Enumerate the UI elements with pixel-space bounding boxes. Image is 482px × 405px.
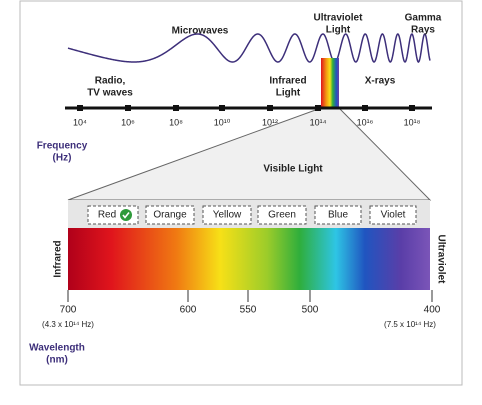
color-button[interactable]: Violet	[369, 205, 417, 225]
tick-label: 10¹⁴	[310, 117, 327, 127]
axis-label: Frequency	[37, 141, 88, 152]
axis-label: (nm)	[46, 355, 68, 366]
button-box	[202, 205, 252, 225]
label: X-rays	[365, 76, 396, 87]
button-label: Violet	[381, 210, 406, 221]
button-label: Green	[268, 210, 296, 221]
button-box	[257, 205, 307, 225]
side-label: Ultraviolet	[435, 235, 446, 285]
label: Ultraviolet	[314, 13, 364, 24]
tick-dot	[173, 105, 179, 111]
tick-label: 10¹⁰	[214, 117, 231, 127]
tick-label: 10⁸	[169, 117, 183, 127]
axis-label: (Hz)	[53, 153, 72, 164]
check-mark	[122, 212, 130, 219]
button-label: Yellow	[213, 210, 242, 221]
tick-label: 10¹⁶	[357, 117, 374, 127]
note: (4.3 x 10¹⁴ Hz)	[42, 320, 94, 329]
label: Light	[326, 25, 351, 36]
tick-dot	[315, 105, 321, 111]
visible-strip	[321, 58, 339, 108]
color-button[interactable]: Yellow	[202, 205, 252, 225]
tick-dot	[219, 105, 225, 111]
button-box	[369, 205, 417, 225]
label: Infrared	[269, 76, 306, 87]
generated: 10⁴ 10⁶ 10⁸ 10¹⁰ 10¹² 10¹⁴ 10¹⁶ 10¹⁸ Red Orange Ye…	[60, 105, 441, 316]
button-box	[314, 205, 362, 225]
side-label: Infrared	[53, 240, 64, 277]
button-label: Blue	[328, 210, 348, 221]
tick-label: 10⁴	[73, 117, 87, 127]
note: (7.5 x 10¹⁴ Hz)	[384, 320, 436, 329]
tick-dot	[267, 105, 273, 111]
color-button[interactable]: Orange	[145, 205, 195, 225]
axis-label: Wavelength	[29, 343, 85, 354]
label: Gamma	[405, 13, 442, 24]
tick-label: 10¹²	[262, 117, 278, 127]
label: Microwaves	[172, 26, 229, 37]
tick-label: 10⁶	[121, 117, 135, 127]
tick-label: 550	[240, 305, 257, 316]
color-button[interactable]: Blue	[314, 205, 362, 225]
wave	[67, 33, 431, 63]
visible-title: Visible Light	[263, 164, 323, 175]
button-label: Orange	[153, 210, 187, 221]
tick-label: 700	[60, 305, 77, 316]
color-button[interactable]: Green	[257, 205, 307, 225]
label: Rays	[411, 25, 435, 36]
spectrum	[68, 228, 430, 290]
label: TV waves	[87, 88, 133, 99]
color-button[interactable]: Red	[87, 205, 139, 225]
label: Light	[276, 88, 301, 99]
button-label: Red	[98, 210, 116, 221]
tick-dot	[362, 105, 368, 111]
tick-dot	[125, 105, 131, 111]
tick-label: 400	[424, 305, 441, 316]
button-box	[145, 205, 195, 225]
tick-dot	[409, 105, 415, 111]
tick-label: 500	[302, 305, 319, 316]
tick-label: 10¹⁸	[404, 117, 421, 127]
label: Radio,	[95, 76, 126, 87]
tick-dot	[77, 105, 83, 111]
tick-label: 600	[180, 305, 197, 316]
